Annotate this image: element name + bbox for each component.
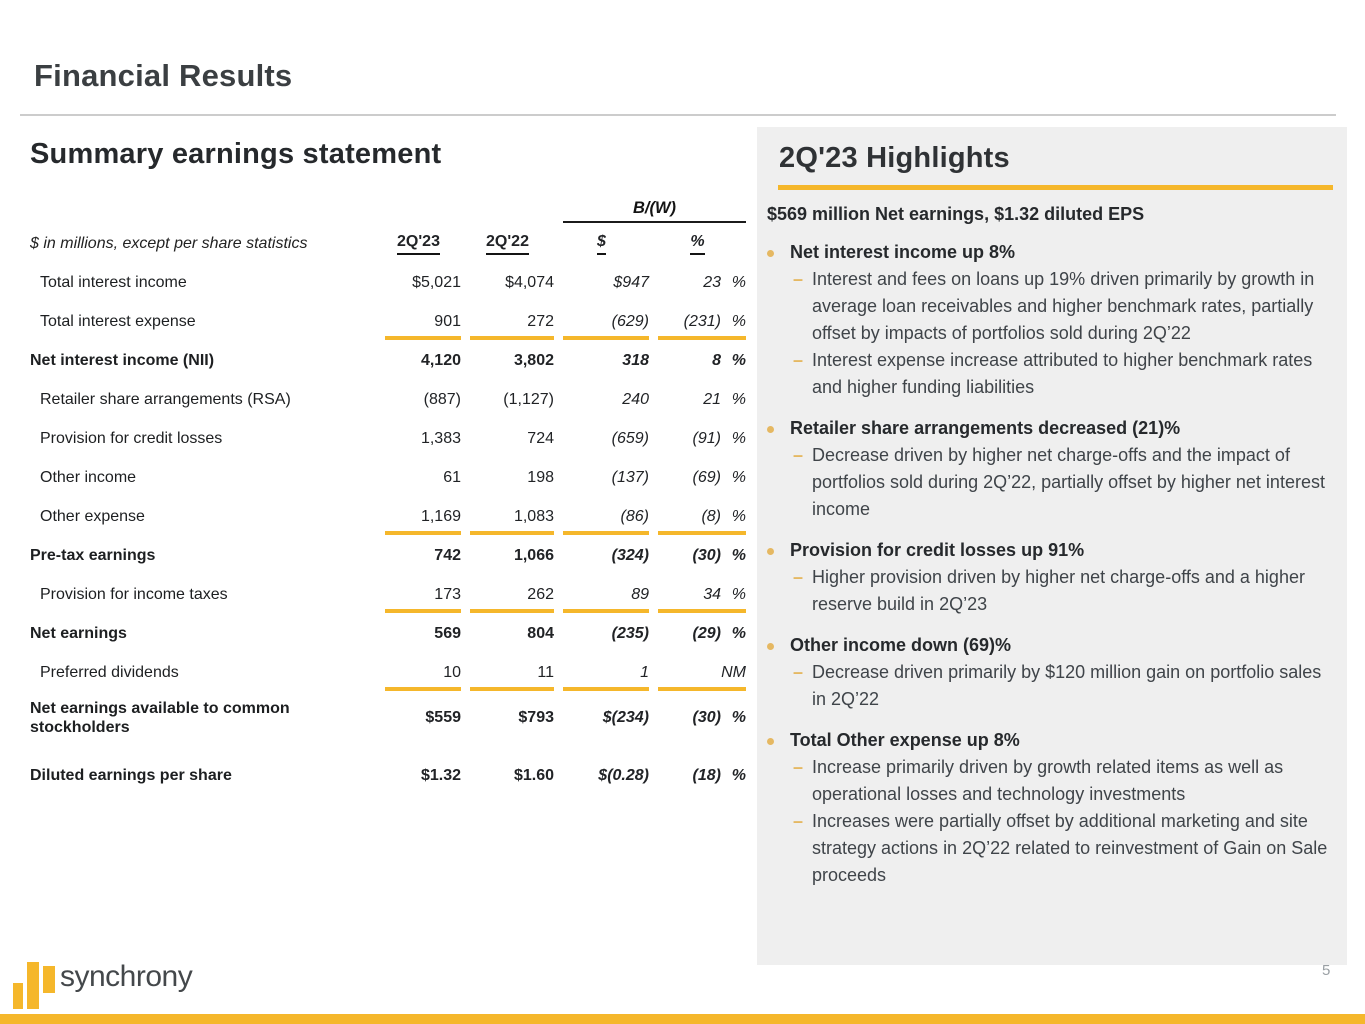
table-row: Retailer share arrangements (RSA) (887) … xyxy=(40,390,746,409)
table-row: Pre-tax earnings 742 1,066 (324) (30)% xyxy=(30,546,746,565)
table-row: Other income 61 198 (137) (69)% xyxy=(40,468,746,487)
dash-icon: – xyxy=(793,269,804,289)
bullet-subtext: Interest and fees on loans up 19% driven… xyxy=(812,269,1315,343)
highlight-bullet-group: Total Other expense up 8% – Increase prim… xyxy=(757,727,1347,889)
bullet-heading: Other income down (69)% xyxy=(790,635,1012,655)
table-header-row: $ in millions, except per share statisti… xyxy=(30,225,746,255)
table-row: Total interest income $5,021 $4,074 $947… xyxy=(40,273,746,292)
dash-icon: – xyxy=(793,445,804,465)
table-row: Diluted earnings per share $1.32 $1.60 $… xyxy=(30,766,746,785)
bullet-heading: Provision for credit losses up 91% xyxy=(790,540,1085,560)
table-row: Preferred dividends 10 11 1 NM xyxy=(30,653,746,692)
bullet-icon xyxy=(767,548,774,555)
table-row: Total interest expense 901 272 (629) (23… xyxy=(30,302,746,341)
title-divider xyxy=(20,114,1336,116)
page-number: 5 xyxy=(1322,962,1331,979)
table-row: Provision for income taxes 173 262 89 34… xyxy=(30,575,746,614)
bw-group-header-row: B/(W) xyxy=(30,193,746,223)
bullet-heading: Net interest income up 8% xyxy=(790,242,1016,262)
dash-icon: – xyxy=(793,662,804,682)
highlight-bullet-group: Other income down (69)% – Decrease driven… xyxy=(757,632,1347,713)
earnings-table: B/(W) $ in millions, except per share st… xyxy=(30,193,746,795)
table-row: Net interest income (NII) 4,120 3,802 31… xyxy=(30,351,746,370)
column-header-2q22: 2Q'22 xyxy=(461,233,554,255)
bullet-icon xyxy=(767,643,774,650)
bullet-subtext: Increase primarily driven by growth rela… xyxy=(812,757,1284,804)
highlights-gold-rule xyxy=(778,185,1333,190)
highlight-bullet-group: Provision for credit losses up 91% – High… xyxy=(757,537,1347,618)
dash-icon: – xyxy=(793,350,804,370)
column-header-percent: % xyxy=(649,233,746,255)
bottom-accent-bar xyxy=(0,1014,1365,1024)
summary-earnings-section: Summary earnings statement B/(W) $ in mi… xyxy=(30,138,746,795)
column-header-2q23: 2Q'23 xyxy=(376,233,461,255)
section-title: Summary earnings statement xyxy=(30,138,442,170)
table-row: Other expense 1,169 1,083 (86) (8)% xyxy=(30,497,746,536)
bullet-subtext: Higher provision driven by higher net ch… xyxy=(812,567,1305,614)
bullet-heading: Retailer share arrangements decreased (2… xyxy=(790,418,1181,438)
bullet-icon xyxy=(767,738,774,745)
bw-group-header: B/(W) xyxy=(563,199,746,223)
bullet-subtext: Decrease driven by higher net charge-off… xyxy=(812,445,1325,519)
bullet-subtext: Interest expense increase attributed to … xyxy=(812,350,1313,397)
bullet-heading: Total Other expense up 8% xyxy=(790,730,1020,750)
highlight-bullet-group: Net interest income up 8% – Interest and … xyxy=(757,239,1347,401)
bullet-subtext: Decrease driven primarily by $120 millio… xyxy=(812,662,1322,709)
page-title: Financial Results xyxy=(34,58,293,93)
table-row: Net earnings 569 804 (235) (29)% xyxy=(30,624,746,643)
logo-bars-icon xyxy=(13,962,55,1009)
synchrony-logo: synchrony xyxy=(13,960,213,1010)
column-header-dollar: $ xyxy=(554,233,649,255)
bullet-icon xyxy=(767,250,774,257)
highlights-panel: 2Q'23 Highlights $569 million Net earnin… xyxy=(757,127,1347,965)
table-caption: $ in millions, except per share statisti… xyxy=(30,235,308,252)
bullet-subtext: Increases were partially offset by addit… xyxy=(812,811,1328,885)
dash-icon: – xyxy=(793,757,804,777)
logo-wordmark: synchrony xyxy=(60,960,193,993)
table-row: Provision for credit losses 1,383 724 (6… xyxy=(40,429,746,448)
dash-icon: – xyxy=(793,567,804,587)
highlights-title: 2Q'23 Highlights xyxy=(779,142,1010,174)
dash-icon: – xyxy=(793,811,804,831)
highlight-bullet-group: Retailer share arrangements decreased (2… xyxy=(757,415,1347,523)
highlights-subtitle: $569 million Net earnings, $1.32 diluted… xyxy=(767,204,1145,224)
table-row: Net earnings available to common stockho… xyxy=(30,700,746,736)
bullet-icon xyxy=(767,426,774,433)
